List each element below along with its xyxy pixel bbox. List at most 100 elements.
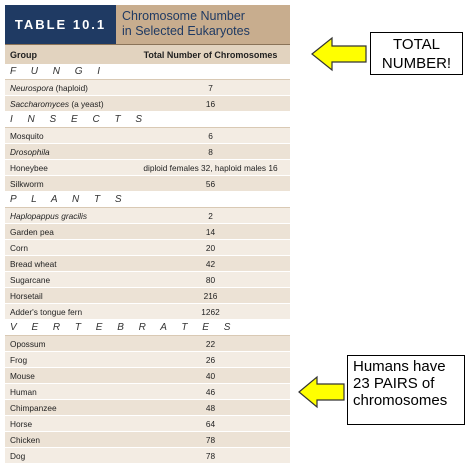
chromosome-count-cell: 46 [205, 386, 216, 397]
organism-cell: Horsetail [5, 291, 131, 301]
category-heading: V E R T E B R A T E S [5, 320, 290, 336]
organism-name: Corn [10, 242, 28, 253]
chromosome-count-cell: diploid females 32, haploid males 16 [143, 162, 278, 173]
table-row: Opossum 22 [5, 336, 290, 352]
chromosome-count-cell: 78 [205, 434, 216, 445]
chromosome-count-cell: 42 [205, 258, 216, 269]
chromosome-count-cell: 64 [205, 418, 216, 429]
chromosome-count-cell: 48 [205, 402, 216, 413]
chromosome-count-cell: 16 [205, 98, 216, 109]
organism-name: Horse [10, 418, 33, 429]
table-row: Chicken 78 [5, 432, 290, 448]
chromosome-count-cell: 216 [203, 290, 218, 301]
table-row: Dog 78 [5, 448, 290, 464]
organism-cell: Mouse [5, 371, 131, 381]
organism-cell: Drosophila [5, 147, 131, 157]
chromosome-table: TABLE 10.1 Chromosome Number in Selected… [5, 5, 290, 464]
organism-name: Chimpanzee [10, 402, 57, 413]
category-heading: I N S E C T S [5, 112, 290, 128]
total-callout-line2: NUMBER! [381, 55, 452, 72]
organism-name: Frog [10, 354, 28, 365]
chromosome-count-cell: 20 [205, 242, 216, 253]
chromosome-count-cell: 56 [205, 178, 216, 189]
organism-name: Mosquito [10, 130, 44, 141]
organism-cell: Corn [5, 243, 131, 253]
organism-cell: Silkworm [5, 179, 131, 189]
organism-cell: Adder's tongue fern [5, 307, 131, 317]
organism-name: Silkworm [10, 178, 44, 189]
organism-name: Adder's tongue fern [10, 306, 83, 317]
organism-name: Honeybee [10, 162, 48, 173]
organism-name: Garden pea [10, 226, 54, 237]
table-row: Frog 26 [5, 352, 290, 368]
organism-name: Horsetail [10, 290, 43, 301]
organism-cell: Garden pea [5, 227, 131, 237]
organism-name: Bread wheat [10, 258, 57, 269]
organism-cell: Haplopappus gracilis [5, 211, 131, 221]
organism-cell: Human [5, 387, 131, 397]
table-row: Chimpanzee 48 [5, 400, 290, 416]
organism-name: Sugarcane [10, 274, 51, 285]
humans-callout-line1: Humans have [353, 358, 446, 375]
table-row: Drosophila 8 [5, 144, 290, 160]
arrow-left-icon [311, 36, 367, 72]
arrow-left-icon [298, 375, 345, 409]
humans-callout-line2: 23 PAIRS of [353, 375, 435, 392]
table-row: Corn 20 [5, 240, 290, 256]
table-tag: TABLE 10.1 [5, 5, 116, 44]
organism-cell: Chicken [5, 435, 131, 445]
total-number-callout: TOTAL NUMBER! [370, 32, 463, 75]
organism-cell: Bread wheat [5, 259, 131, 269]
column-header-group: Group [10, 49, 37, 60]
table-row: Mosquito 6 [5, 128, 290, 144]
organism-note: (a yeast) [69, 98, 104, 109]
table-row: Sugarcane 80 [5, 272, 290, 288]
organism-name: Dog [10, 450, 26, 461]
table-title-line2: in Selected Eukaryotes [122, 24, 250, 38]
organism-cell: Honeybee [5, 163, 131, 173]
organism-name: Drosophila [10, 146, 50, 157]
organism-cell: Frog [5, 355, 131, 365]
table-row: Saccharomyces (a yeast) 16 [5, 96, 290, 112]
organism-cell: Chimpanzee [5, 403, 131, 413]
organism-cell: Mosquito [5, 131, 131, 141]
organism-cell: Dog [5, 451, 131, 461]
organism-name: Haplopappus gracilis [10, 210, 88, 221]
category-heading: P L A N T S [5, 192, 290, 208]
table-body: F U N G I Neurospora (haploid) 7 Saccharomy… [5, 64, 290, 464]
chromosome-count-cell: 78 [205, 450, 216, 461]
organism-name: Human [10, 386, 37, 397]
table-row: Bread wheat 42 [5, 256, 290, 272]
chromosome-count-cell: 1262 [201, 306, 220, 317]
humans-callout-line3: chromosomes [353, 392, 448, 409]
organism-note: (haploid) [53, 82, 88, 93]
chromosome-count-cell: 2 [208, 210, 213, 221]
table-row: Haplopappus gracilis 2 [5, 208, 290, 224]
category-heading: F U N G I [5, 64, 290, 80]
table-row: Honeybee diploid females 32, haploid male… [5, 160, 290, 176]
table-row: Horsetail 216 [5, 288, 290, 304]
organism-cell: Sugarcane [5, 275, 131, 285]
chromosome-count-cell: 8 [208, 146, 213, 157]
table-title: Chromosome Number in Selected Eukaryotes [116, 5, 290, 44]
table-title-line1: Chromosome Number [122, 9, 245, 23]
organism-name: Saccharomyces [10, 98, 70, 109]
table-row: Adder's tongue fern 1262 [5, 304, 290, 320]
organism-cell: Opossum [5, 339, 131, 349]
table-row: Garden pea 14 [5, 224, 290, 240]
organism-name: Chicken [10, 434, 40, 445]
table-row: Neurospora (haploid) 7 [5, 80, 290, 96]
table-row: Horse 64 [5, 416, 290, 432]
chromosome-count-cell: 22 [205, 338, 216, 349]
organism-name: Mouse [10, 370, 35, 381]
organism-cell: Neurospora (haploid) [5, 83, 131, 93]
table-row: Human 46 [5, 384, 290, 400]
chromosome-count-cell: 40 [205, 370, 216, 381]
chromosome-count-cell: 14 [205, 226, 216, 237]
table-row: Silkworm 56 [5, 176, 290, 192]
column-header-total: Total Number of Chromosomes [143, 49, 278, 60]
total-callout-line1: TOTAL [393, 36, 440, 53]
organism-name: Opossum [10, 338, 46, 349]
table-header: TABLE 10.1 Chromosome Number in Selected… [5, 5, 290, 44]
chromosome-count-cell: 80 [205, 274, 216, 285]
